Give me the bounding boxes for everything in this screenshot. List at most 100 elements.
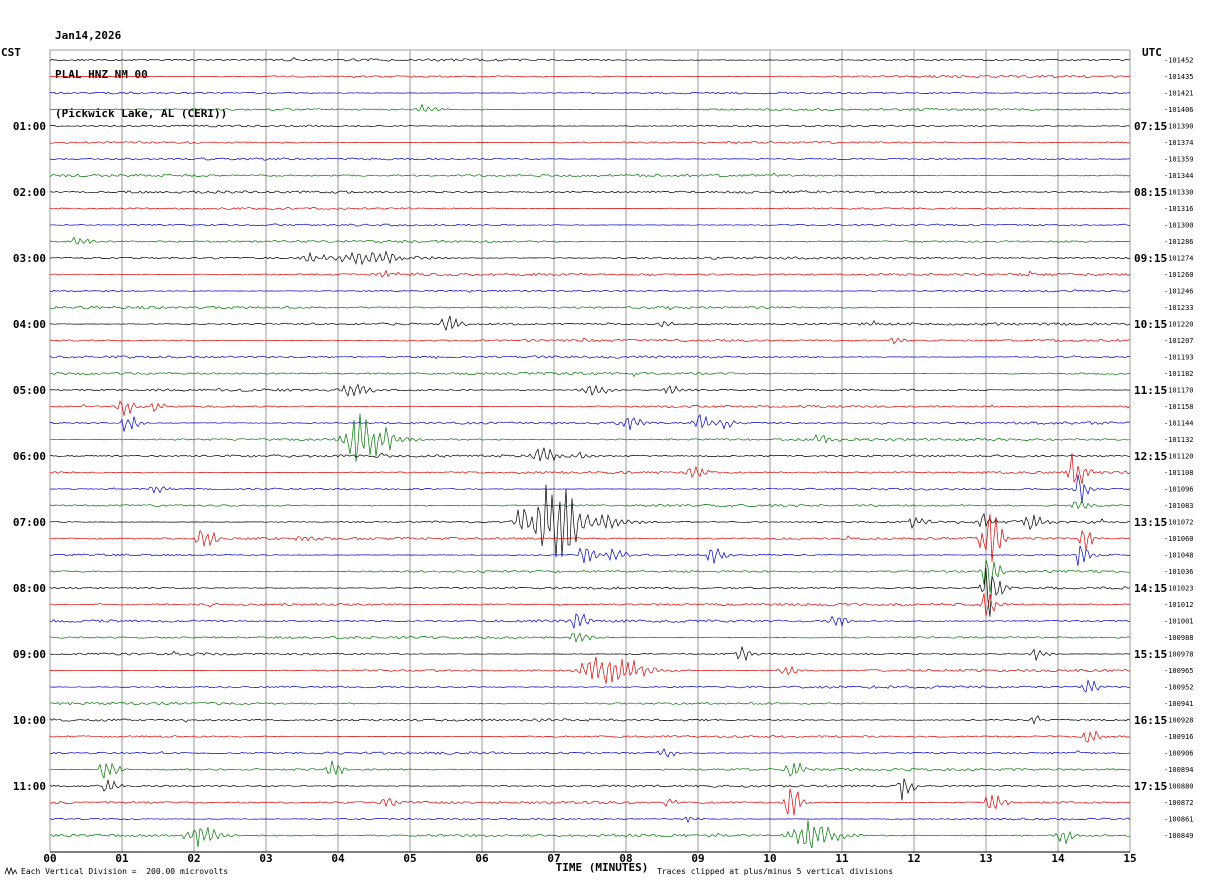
utc-hour-label: 09:15 bbox=[1134, 252, 1167, 265]
seismogram-trace-11:00 bbox=[49, 778, 1131, 801]
trace-offset-label: -100861 bbox=[1164, 816, 1194, 824]
seismogram-trace-03:15 bbox=[49, 269, 1131, 278]
trace-offset-label: -101233 bbox=[1164, 304, 1194, 312]
trace-offset-label: -101132 bbox=[1164, 436, 1194, 444]
trace-offset-label: -101120 bbox=[1164, 453, 1194, 461]
seismogram-trace-09:15 bbox=[49, 656, 1131, 684]
trace-offset-label: -101060 bbox=[1164, 535, 1194, 543]
utc-hour-label: 14:15 bbox=[1134, 582, 1167, 595]
utc-hour-label: 07:15 bbox=[1134, 120, 1167, 133]
trace-offset-label: -100988 bbox=[1164, 634, 1194, 642]
seismogram-trace-05:15 bbox=[50, 400, 1131, 416]
trace-offset-label: -101300 bbox=[1164, 222, 1194, 230]
cst-hour-label: 07:00 bbox=[13, 516, 46, 529]
trace-offset-label: -100872 bbox=[1164, 799, 1194, 807]
utc-hour-label: 08:15 bbox=[1134, 186, 1167, 199]
trace-offset-label: -101286 bbox=[1164, 238, 1194, 246]
seismogram-trace-10:30 bbox=[49, 748, 1130, 758]
x-tick-label: 12 bbox=[907, 852, 920, 865]
scale-note-text: Each Vertical Division = 200.00 microvol… bbox=[21, 867, 229, 876]
trace-offset-label: -101001 bbox=[1164, 618, 1194, 626]
microvolt-scale-icon bbox=[4, 866, 18, 876]
trace-offset-label: -100916 bbox=[1164, 733, 1194, 741]
trace-offset-label: -101083 bbox=[1164, 502, 1194, 510]
trace-offset-label: -101193 bbox=[1164, 354, 1194, 362]
x-tick-label: 03 bbox=[259, 852, 272, 865]
trace-offset-label: -101207 bbox=[1164, 337, 1194, 345]
seismogram-trace-10:00 bbox=[49, 715, 1131, 725]
trace-offset-label: -101330 bbox=[1164, 189, 1194, 197]
trace-offset-label: -101435 bbox=[1164, 73, 1194, 81]
x-tick-label: 08 bbox=[619, 852, 632, 865]
cst-hour-label: 08:00 bbox=[13, 582, 46, 595]
cst-hour-label: 06:00 bbox=[13, 450, 46, 463]
x-tick-label: 06 bbox=[475, 852, 489, 865]
trace-offset-label: -101036 bbox=[1164, 568, 1194, 576]
x-tick-label: 04 bbox=[331, 852, 345, 865]
x-tick-label: 09 bbox=[691, 852, 704, 865]
trace-offset-label: -101274 bbox=[1164, 255, 1194, 263]
seismogram-trace-08:30 bbox=[49, 612, 1131, 629]
seismogram-trace-09:30 bbox=[49, 679, 1131, 693]
trace-offset-label: -100849 bbox=[1164, 832, 1194, 840]
cst-hour-label: 05:00 bbox=[13, 384, 46, 397]
plot-header: Jan14,2026 PLAL HNZ NM 00 (Pickwick Lake… bbox=[55, 3, 227, 146]
seismogram-trace-01:15 bbox=[49, 141, 1131, 145]
seismogram-trace-00:45 bbox=[49, 103, 1131, 112]
trace-offset-label: -100978 bbox=[1164, 651, 1194, 659]
seismogram-trace-02:00 bbox=[50, 190, 1131, 194]
trace-offset-label: -100906 bbox=[1164, 750, 1194, 758]
seismogram-trace-06:45 bbox=[49, 499, 1131, 510]
trace-offset-label: -101220 bbox=[1164, 321, 1194, 329]
seismogram-trace-09:00 bbox=[49, 645, 1131, 662]
seismogram-trace-11:45 bbox=[49, 820, 1131, 849]
seismogram-trace-00:00 bbox=[49, 57, 1131, 62]
x-tick-label: 07 bbox=[547, 852, 560, 865]
x-tick-label: 14 bbox=[1051, 852, 1065, 865]
seismogram-trace-06:30 bbox=[50, 474, 1131, 504]
seismogram-trace-03:30 bbox=[49, 289, 1131, 293]
trace-offset-label: -101048 bbox=[1164, 552, 1194, 560]
trace-offset-label: -101374 bbox=[1164, 139, 1194, 147]
seismogram-trace-07:00 bbox=[49, 484, 1130, 558]
utc-hour-label: 16:15 bbox=[1134, 714, 1167, 727]
trace-offset-label: -101072 bbox=[1164, 519, 1194, 527]
x-tick-label: 00 bbox=[43, 852, 56, 865]
right-axis-header: UTC bbox=[1142, 46, 1162, 59]
seismogram-trace-02:30 bbox=[49, 223, 1131, 227]
cst-hour-label: 10:00 bbox=[13, 714, 46, 727]
header-location: (Pickwick Lake, AL (CERI)) bbox=[55, 107, 228, 120]
trace-offset-label: -101390 bbox=[1164, 123, 1194, 131]
clip-note: Traces clipped at plus/minus 5 vertical … bbox=[657, 867, 894, 876]
seismogram-trace-03:00 bbox=[49, 250, 1131, 266]
trace-offset-label: -101452 bbox=[1164, 57, 1194, 65]
seismogram-trace-10:15 bbox=[49, 730, 1131, 743]
seismogram-trace-04:45 bbox=[49, 371, 1131, 378]
cst-hour-label: 09:00 bbox=[13, 648, 46, 661]
trace-offset-label: -101108 bbox=[1164, 469, 1194, 477]
seismogram-trace-07:15 bbox=[50, 514, 1131, 563]
seismogram-trace-06:00 bbox=[50, 447, 1131, 462]
x-tick-label: 13 bbox=[979, 852, 992, 865]
trace-offset-label: -101182 bbox=[1164, 370, 1194, 378]
seismogram-trace-08:45 bbox=[49, 632, 1131, 644]
utc-hour-label: 15:15 bbox=[1134, 648, 1167, 661]
trace-offset-label: -100880 bbox=[1164, 783, 1194, 791]
left-axis-header: CST bbox=[1, 46, 21, 59]
x-tick-label: 15 bbox=[1123, 852, 1136, 865]
cst-hour-label: 02:00 bbox=[13, 186, 46, 199]
seismogram-trace-08:00 bbox=[49, 568, 1131, 617]
x-tick-label: 10 bbox=[763, 852, 776, 865]
seismogram-trace-06:15 bbox=[49, 452, 1131, 485]
x-axis-title: TIME (MINUTES) bbox=[555, 861, 649, 874]
trace-offset-label: -101421 bbox=[1164, 90, 1194, 98]
seismogram-trace-01:30 bbox=[49, 157, 1131, 161]
cst-hour-label: 04:00 bbox=[13, 318, 46, 331]
seismogram-trace-11:15 bbox=[49, 788, 1131, 816]
seismogram-trace-01:45 bbox=[49, 172, 1131, 178]
utc-hour-label: 11:15 bbox=[1134, 384, 1167, 397]
trace-offset-label: -101406 bbox=[1164, 106, 1194, 114]
trace-offset-label: -100894 bbox=[1164, 766, 1194, 774]
seismogram-trace-07:45 bbox=[49, 559, 1130, 593]
